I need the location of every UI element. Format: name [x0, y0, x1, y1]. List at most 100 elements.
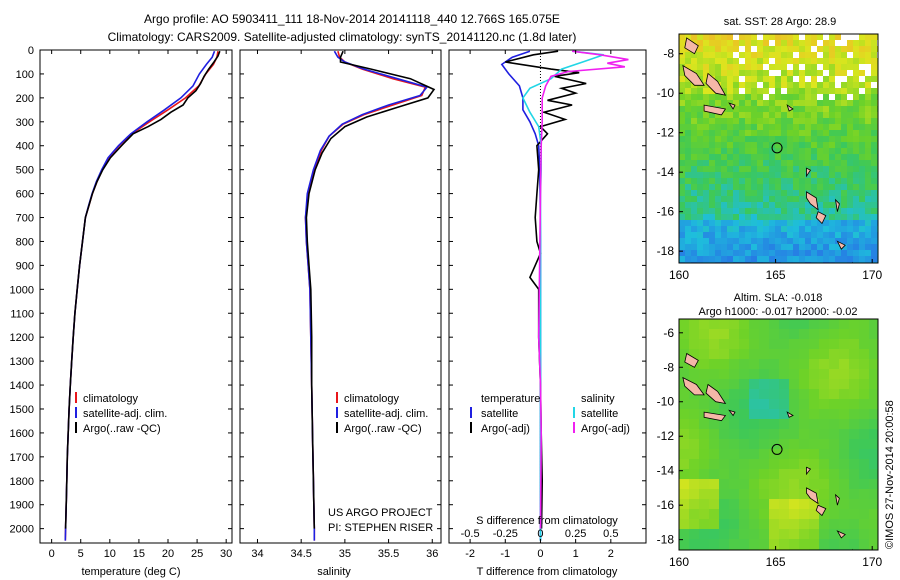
- x-tick-label: 2: [608, 548, 614, 560]
- temperature-legend-satellite: satellite-adj. clim.: [83, 408, 167, 420]
- island: [836, 530, 846, 539]
- y-tick-label: 1900: [10, 500, 34, 512]
- x-tick-label: 0: [537, 548, 543, 560]
- sst-map: [679, 34, 878, 263]
- argo-location-marker: [771, 142, 783, 154]
- legend-temperature-satellite: satellite: [481, 408, 518, 420]
- salinity-xlabel: salinity: [317, 566, 351, 578]
- island: [786, 411, 794, 418]
- temperature-legend-argo: Argo(..raw -QC): [83, 423, 161, 435]
- island: [834, 493, 840, 506]
- map-y-tick-label: -8: [663, 360, 674, 374]
- y-tick-label: 1400: [10, 380, 34, 392]
- legend-salinity-satellite: satellite: [581, 408, 618, 420]
- x-tick-label: 15: [133, 548, 145, 560]
- island: [852, 548, 854, 550]
- island: [806, 167, 811, 178]
- project-annotation: US ARGO PROJECT: [328, 507, 433, 519]
- y-tick-label: 500: [16, 165, 34, 177]
- map-x-tick-label: 170: [862, 268, 882, 282]
- y-tick-label: 1100: [10, 308, 34, 320]
- x-tick-label: 34.5: [290, 548, 311, 560]
- island: [684, 37, 699, 55]
- sst-map-title: sat. SST: 28 Argo: 28.9: [724, 16, 837, 28]
- x-tick-label: -2: [465, 548, 475, 560]
- map-y-tick-label: -6: [663, 326, 674, 340]
- map-y-tick-label: -16: [657, 205, 675, 219]
- legend-temperature-argo: Argo(-adj): [481, 423, 530, 435]
- difference-legend: temperature salinity satellite Argo(-adj…: [470, 393, 630, 435]
- top-x-tick-label: -0.25: [493, 528, 518, 540]
- y-tick-label: 1700: [10, 452, 34, 464]
- map-x-tick-label: 160: [669, 555, 689, 569]
- salinity-legend: climatology satellite-adj. clim. Argo(..…: [328, 392, 433, 534]
- map-y-tick-label: -18: [657, 533, 675, 547]
- sla-map: [679, 319, 878, 550]
- map-y-tick-label: -14: [657, 165, 675, 179]
- island: [728, 409, 736, 417]
- map-y-tick-label: -12: [657, 429, 675, 443]
- y-tick-label: 900: [16, 260, 34, 272]
- difference-xlabel: T difference from climatology: [477, 566, 618, 578]
- x-tick-label: 20: [162, 548, 174, 560]
- x-tick-label: 36: [426, 548, 438, 560]
- salinity-legend-argo: Argo(..raw -QC): [344, 423, 422, 435]
- island: [728, 102, 736, 110]
- island: [815, 504, 827, 517]
- salinity-legend-climatology: climatology: [344, 393, 400, 405]
- island: [852, 261, 854, 263]
- top-x-tick-label: -0.5: [461, 528, 480, 540]
- island: [786, 104, 794, 112]
- imos-side-label: ©IMOS 27-Nov-2014 20:00:58: [884, 400, 896, 549]
- x-tick-label: 25: [191, 548, 203, 560]
- difference-top-xlabel: S difference from climatology: [476, 515, 618, 527]
- pi-annotation: PI: STEPHEN RISER: [328, 522, 433, 534]
- y-tick-label: 1200: [10, 332, 34, 344]
- map-y-tick-label: -12: [657, 126, 675, 140]
- y-tick-label: 200: [16, 93, 34, 105]
- y-tick-label: 2000: [10, 524, 34, 536]
- legend-salinity-argo: Argo(-adj): [581, 423, 630, 435]
- title-line-2: Climatology: CARS2009. Satellite-adjuste…: [108, 30, 577, 44]
- legend-title-salinity: salinity: [581, 393, 615, 405]
- legend-title-temperature: temperature: [481, 393, 540, 405]
- map-y-tick-label: -18: [657, 244, 675, 258]
- y-tick-label: 1300: [10, 356, 34, 368]
- x-tick-label: 5: [78, 548, 84, 560]
- y-tick-label: 700: [16, 213, 34, 225]
- y-tick-label: 0: [28, 45, 34, 57]
- argo-location-marker: [771, 443, 783, 455]
- island: [806, 191, 819, 211]
- island: [684, 352, 699, 368]
- map-x-tick-label: 170: [862, 555, 882, 569]
- series-line: [64, 50, 216, 541]
- title-line-1: Argo profile: AO 5903411_111 18-Nov-2014…: [144, 12, 560, 26]
- y-tick-label: 1800: [10, 476, 34, 488]
- series-line: [304, 50, 427, 541]
- map-x-tick-label: 165: [766, 268, 786, 282]
- y-tick-label: 600: [16, 189, 34, 201]
- temperature-legend: climatology satellite-adj. clim. Argo(..…: [75, 392, 167, 435]
- island: [806, 466, 812, 476]
- series-line: [64, 51, 219, 541]
- x-tick-label: 35: [339, 548, 351, 560]
- island: [703, 411, 727, 422]
- y-tick-label: 1500: [10, 404, 34, 416]
- map-x-tick-label: 165: [766, 555, 786, 569]
- top-x-tick-label: 0.5: [603, 528, 618, 540]
- x-tick-label: 34: [251, 548, 263, 560]
- island: [815, 211, 827, 225]
- series-line: [305, 50, 436, 529]
- sla-map-title-2: Argo h1000: -0.017 h2000: -0.02: [698, 306, 857, 318]
- series-line: [537, 50, 629, 529]
- temperature-legend-climatology: climatology: [83, 393, 139, 405]
- series-line: [64, 50, 221, 529]
- map-y-tick-label: -16: [657, 498, 675, 512]
- y-tick-label: 100: [16, 69, 34, 81]
- island: [705, 383, 727, 405]
- island: [705, 72, 727, 96]
- series-line: [500, 50, 542, 541]
- x-tick-label: 35.5: [378, 548, 399, 560]
- top-x-tick-label: 0: [537, 528, 543, 540]
